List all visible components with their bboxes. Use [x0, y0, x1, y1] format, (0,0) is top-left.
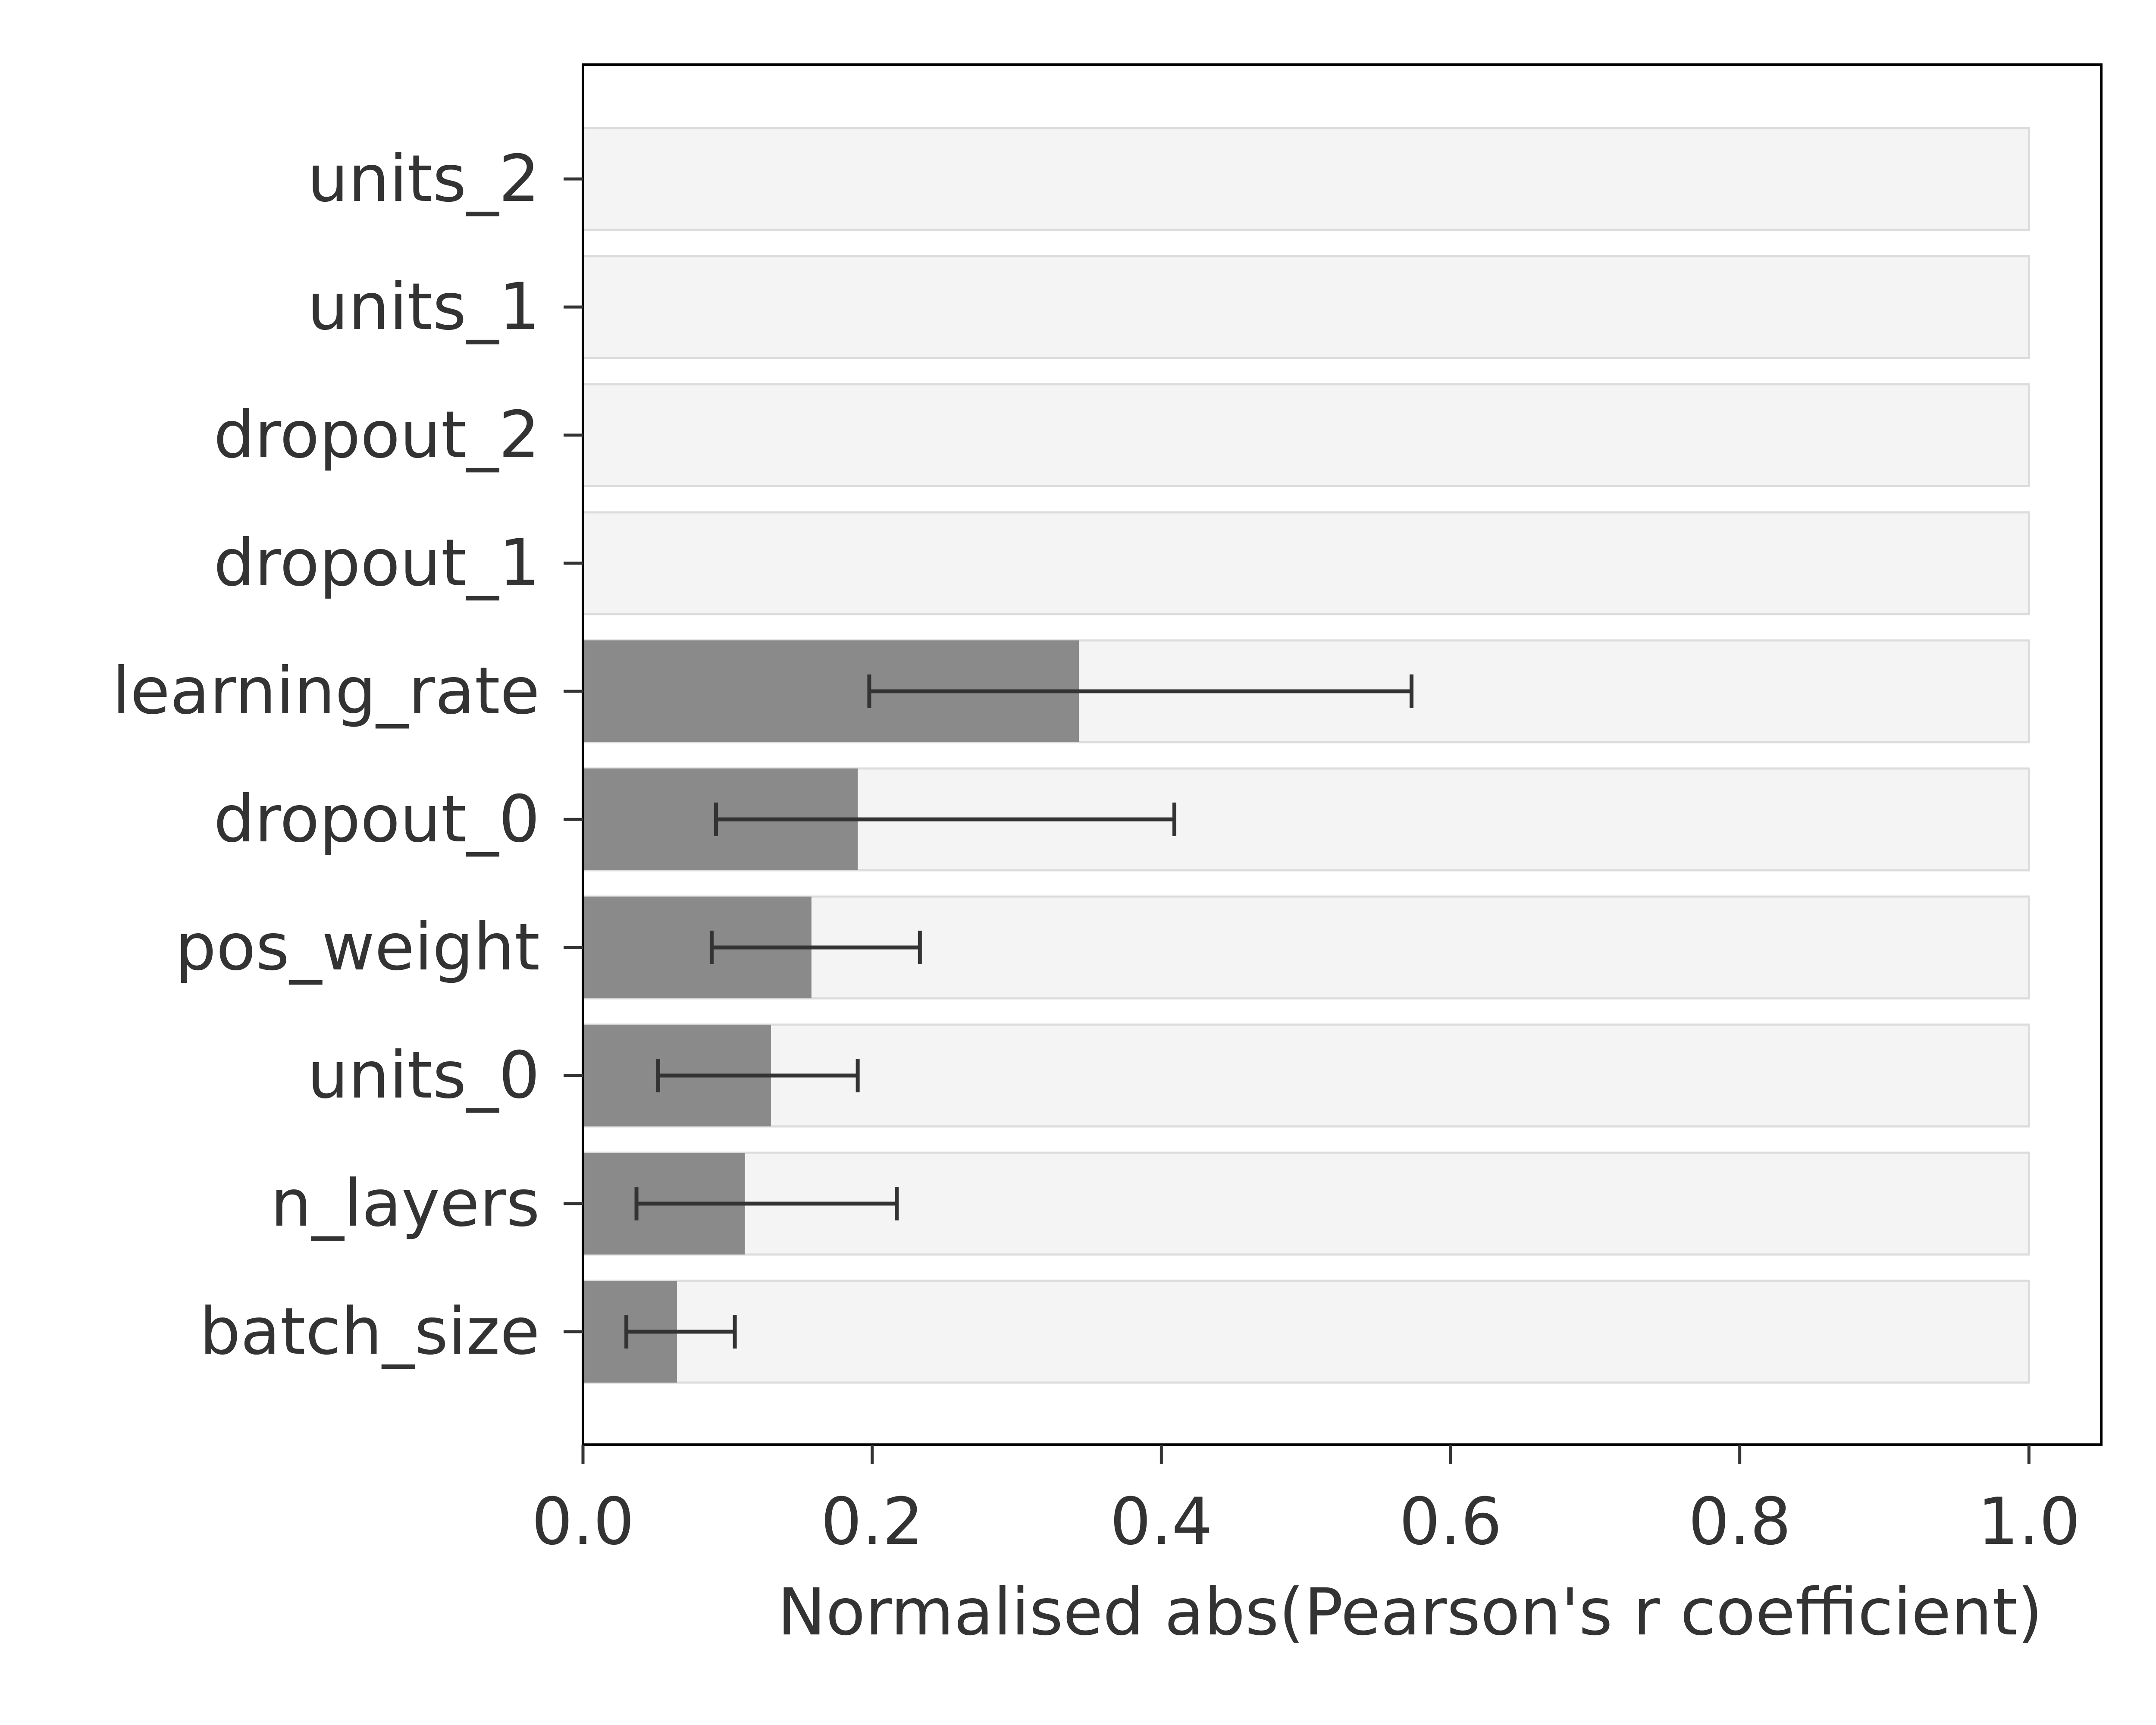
plot-frame [582, 63, 2103, 1446]
y-axis: units_2 units_1 dropout_2 dropout_1 learning… [112, 141, 583, 1369]
x-axis: 0.0 0.2 0.4 0.6 0.8 1.0 [532, 1445, 2081, 1559]
y-tick-label: dropout_1 [213, 526, 540, 601]
background-bar [582, 255, 2030, 359]
x-tick-label: 0.0 [532, 1484, 635, 1559]
background-bar [582, 127, 2030, 231]
background-bar [582, 511, 2030, 615]
value-bars [583, 640, 1079, 1383]
background-bar [582, 1280, 2030, 1384]
error-bars [624, 674, 1413, 1349]
x-tick-label: 0.8 [1688, 1484, 1791, 1559]
y-tick-label: units_0 [307, 1038, 540, 1113]
x-tick-label: 1.0 [1977, 1484, 2081, 1559]
y-tick-label: n_layers [270, 1166, 540, 1241]
x-tick-label: 0.6 [1399, 1484, 1502, 1559]
y-tick-label: batch_size [200, 1294, 540, 1369]
x-tick-label: 0.2 [821, 1484, 924, 1559]
x-tick-label: 0.4 [1110, 1484, 1213, 1559]
y-tick-label: pos_weight [175, 910, 540, 985]
y-tick-label: learning_rate [112, 654, 540, 729]
x-axis-title: Normalised abs(Pearson's r coefficient) [777, 1575, 2043, 1650]
y-tick-label: dropout_2 [213, 398, 540, 473]
background-bars [582, 127, 2030, 1384]
y-tick-label: units_2 [307, 141, 540, 216]
y-tick-label: units_1 [307, 270, 540, 345]
y-tick-label: dropout_0 [213, 782, 540, 857]
background-bar [582, 383, 2030, 487]
